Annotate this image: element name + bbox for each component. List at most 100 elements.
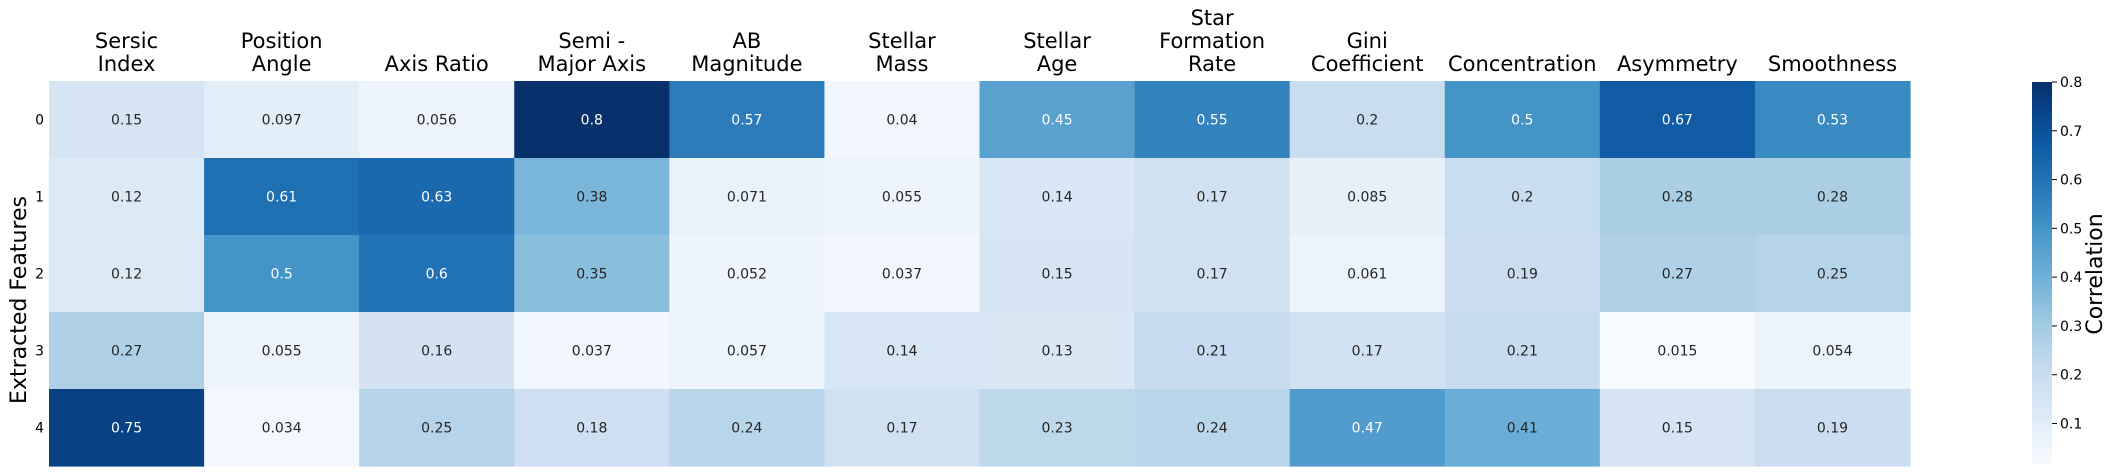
- cell-value-label: 0.6: [426, 267, 448, 283]
- cell-value-label: 0.061: [1347, 267, 1387, 283]
- heatmap-cell: [1134, 158, 1291, 236]
- heatmap-cell: [1599, 312, 1756, 390]
- heatmap-cell: [824, 312, 981, 390]
- heatmap-cell: [1289, 312, 1446, 390]
- heatmap-cell: [359, 389, 515, 467]
- cell-value-label: 0.085: [1347, 190, 1387, 206]
- heatmap-cell: [1444, 81, 1601, 159]
- column-label: Semi -Major Axis: [538, 29, 647, 76]
- heatmap-cell: [1134, 235, 1291, 313]
- cell-value-label: 0.057: [727, 344, 767, 360]
- cell-value-label: 0.28: [1662, 190, 1693, 206]
- column-label: Star Formation Rate: [1159, 6, 1265, 76]
- heatmap-cell: [1754, 235, 1911, 313]
- heatmap-cell: [979, 235, 1136, 313]
- cell-value-label: 0.27: [111, 344, 142, 360]
- cell-value-label: 0.55: [1197, 113, 1228, 129]
- heatmap-cell: [1444, 158, 1601, 236]
- heatmap-cell: [359, 81, 515, 159]
- cell-value-label: 0.071: [727, 190, 767, 206]
- cell-value-label: 0.35: [576, 267, 607, 283]
- column-label: Axis Ratio: [385, 52, 489, 76]
- heatmap-cell: [1599, 235, 1756, 313]
- heatmap-cell: [824, 81, 981, 159]
- cell-value-label: 0.14: [1041, 190, 1072, 206]
- cell-value-label: 0.12: [111, 190, 142, 206]
- cell-value-label: 0.12: [111, 267, 142, 283]
- heatmap-cell: [1134, 312, 1291, 390]
- cell-value-label: 0.47: [1352, 421, 1383, 437]
- cell-value-label: 0.17: [886, 421, 917, 437]
- heatmap-cell: [669, 312, 826, 390]
- heatmap-cell: [979, 389, 1136, 467]
- cell-value-label: 0.037: [882, 267, 922, 283]
- cell-value-label: 0.8: [581, 113, 603, 129]
- heatmap-cell: [824, 158, 981, 236]
- cell-value-label: 0.61: [266, 190, 297, 206]
- column-label: Asymmetry: [1617, 52, 1738, 76]
- heatmap-cell: [514, 312, 670, 390]
- colorbar-tick-label: 0.3: [2060, 319, 2082, 335]
- cell-value-label: 0.53: [1817, 113, 1848, 129]
- cell-value-label: 0.24: [1197, 421, 1228, 437]
- cell-value-label: 0.67: [1662, 113, 1693, 129]
- row-label: 3: [35, 344, 44, 360]
- heatmap-cell: [514, 158, 670, 236]
- cell-value-label: 0.45: [1041, 113, 1072, 129]
- cell-value-label: 0.15: [1041, 267, 1072, 283]
- colorbar-tick-label: 0.5: [2060, 221, 2082, 237]
- cell-value-label: 0.17: [1197, 267, 1228, 283]
- heatmap-cell: [1444, 389, 1601, 467]
- heatmap-cell: [204, 158, 360, 236]
- cell-value-label: 0.57: [731, 113, 762, 129]
- heatmap-cell: [1599, 158, 1756, 236]
- heatmap-cell: [359, 235, 515, 313]
- cell-value-label: 0.17: [1352, 344, 1383, 360]
- heatmap-cell: [514, 389, 670, 467]
- heatmap-cell-labels: 0.15 0.097 0.056 0.8 0.57 0.04 0.45 0.55 0.2 0.5 0…: [111, 113, 1853, 437]
- column-label: Stellar Age: [1023, 29, 1091, 76]
- heatmap-cell: [49, 81, 205, 159]
- cell-value-label: 0.15: [1662, 421, 1693, 437]
- heatmap-cell: [1289, 158, 1446, 236]
- row-label: 4: [35, 421, 44, 437]
- cell-value-label: 0.23: [1041, 421, 1072, 437]
- cell-value-label: 0.27: [1662, 267, 1693, 283]
- heatmap-cell: [204, 312, 360, 390]
- cell-value-label: 0.25: [421, 421, 452, 437]
- heatmap-cell: [1289, 81, 1446, 159]
- cell-value-label: 0.19: [1507, 267, 1538, 283]
- column-label: Gini Coefficient: [1311, 29, 1424, 76]
- cell-value-label: 0.13: [1041, 344, 1072, 360]
- cell-value-label: 0.034: [262, 421, 302, 437]
- cell-value-label: 0.2: [1511, 190, 1533, 206]
- cell-value-label: 0.24: [731, 421, 762, 437]
- column-label: Position Angle: [241, 29, 323, 76]
- cell-value-label: 0.2: [1356, 113, 1378, 129]
- heatmap-cell: [49, 389, 205, 467]
- heatmap-cell: [1754, 81, 1911, 159]
- heatmap-cell: [1754, 158, 1911, 236]
- cell-value-label: 0.63: [421, 190, 452, 206]
- column-label: Concentration: [1448, 52, 1597, 76]
- cell-value-label: 0.015: [1657, 344, 1697, 360]
- heatmap-cell: [1444, 312, 1601, 390]
- heatmap-cell: [669, 235, 826, 313]
- cell-value-label: 0.17: [1197, 190, 1228, 206]
- row-labels: 0 1 2 3 4: [35, 113, 44, 437]
- colorbar-tick-label: 0.4: [2060, 270, 2082, 286]
- heatmap-cell: [1134, 389, 1291, 467]
- colorbar: [2032, 82, 2052, 465]
- colorbar-tick-label: 0.6: [2060, 173, 2082, 189]
- heatmap-cell: [979, 81, 1136, 159]
- column-labels: Sersic Index Position Angle Axis Ratio Semi -…: [95, 6, 1897, 76]
- cell-value-label: 0.5: [270, 267, 292, 283]
- cell-value-label: 0.19: [1817, 421, 1848, 437]
- cell-value-label: 0.037: [572, 344, 612, 360]
- heatmap-cell: [669, 81, 826, 159]
- heatmap-cell: [204, 81, 360, 159]
- cell-value-label: 0.097: [262, 113, 302, 129]
- cell-value-label: 0.21: [1197, 344, 1228, 360]
- heatmap-cell: [1599, 389, 1756, 467]
- heatmap-cell: [1134, 81, 1291, 159]
